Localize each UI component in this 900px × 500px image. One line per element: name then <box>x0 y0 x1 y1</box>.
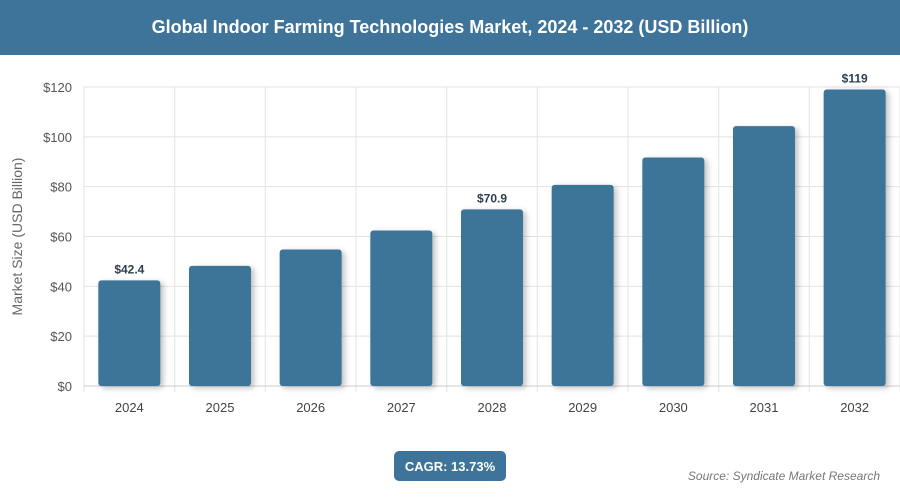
bar-2028 <box>461 209 523 386</box>
x-tick-label: 2030 <box>659 400 688 415</box>
y-tick-label: $0 <box>58 379 72 394</box>
data-label: $70.9 <box>477 191 507 205</box>
y-tick-label: $20 <box>50 329 72 344</box>
y-axis-label: Market Size (USD Billion) <box>9 158 25 316</box>
source-note: Source: Syndicate Market Research <box>687 469 880 483</box>
x-tick-label: 2026 <box>296 400 325 415</box>
bar-2025 <box>189 265 251 386</box>
chart-title: Global Indoor Farming Technologies Marke… <box>0 0 900 55</box>
bar-2027 <box>370 230 433 386</box>
y-tick-label: $100 <box>43 130 72 145</box>
x-tick-label: 2032 <box>840 400 869 415</box>
y-tick-label: $40 <box>50 279 72 294</box>
y-tick-label: $60 <box>50 230 72 245</box>
bar-2032 <box>823 89 886 386</box>
x-tick-label: 2031 <box>750 400 779 415</box>
data-label: $119 <box>842 71 868 85</box>
x-tick-label: 2029 <box>568 400 597 415</box>
bar-2026 <box>279 249 342 386</box>
bar-2030 <box>642 157 705 386</box>
bar-2031 <box>733 126 795 386</box>
cagr-badge: CAGR: 13.73% <box>394 451 506 481</box>
x-tick-label: 2028 <box>478 400 507 415</box>
y-tick-label: $80 <box>50 180 72 195</box>
bar-2024 <box>98 280 161 386</box>
x-tick-label: 2025 <box>206 400 235 415</box>
y-tick-label: $120 <box>43 80 72 95</box>
x-tick-label: 2024 <box>115 400 144 415</box>
x-tick-label: 2027 <box>387 400 416 415</box>
data-label: $42.4 <box>114 262 144 276</box>
bar-2029 <box>551 184 614 386</box>
